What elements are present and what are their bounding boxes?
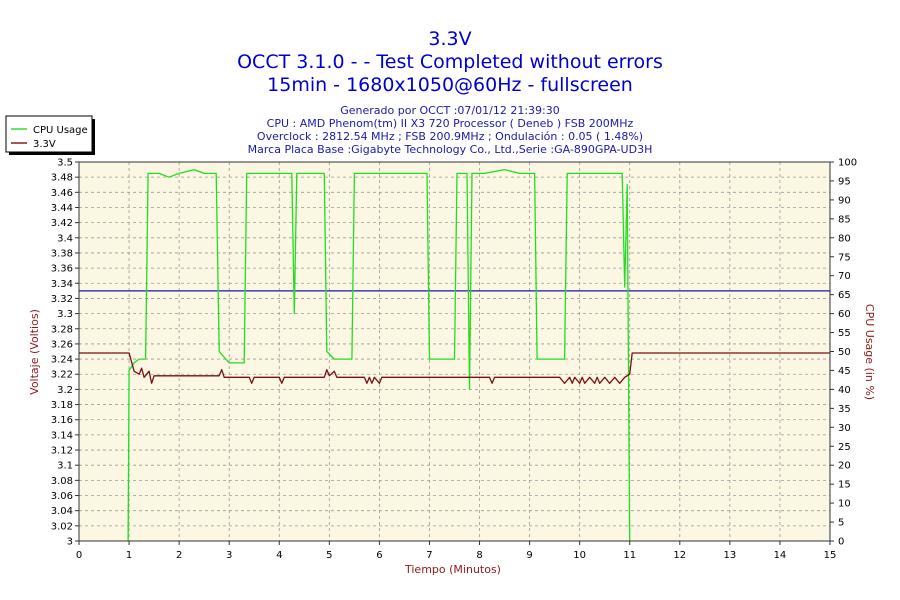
- y-tick-label: 3.44: [51, 203, 73, 214]
- series-layer: [79, 168, 830, 542]
- y2-tick-label: 20: [838, 461, 851, 472]
- y2-tick-label: 5: [838, 518, 844, 529]
- x-tick-label: 11: [623, 550, 636, 561]
- y-tick-label: 3.26: [51, 339, 73, 350]
- y2-tick-label: 15: [838, 480, 851, 491]
- x-axis-label: Tiempo (Minutos): [404, 563, 501, 576]
- x-tick-label: 4: [276, 550, 282, 561]
- chart-subtitle-2: 15min - 1680x1050@60Hz - fullscreen: [267, 74, 633, 96]
- y2-tick-label: 85: [838, 214, 851, 225]
- y2-tick-label: 90: [838, 195, 851, 206]
- y2-tick-label: 45: [838, 366, 851, 377]
- x-tick-label: 2: [176, 550, 182, 561]
- y-tick-label: 3.12: [51, 446, 73, 457]
- y2-tick-label: 10: [838, 499, 851, 510]
- y-tick-label: 3.3: [57, 309, 73, 320]
- y-tick-label: 3.4: [57, 233, 73, 244]
- y-tick-label: 3.08: [51, 476, 73, 487]
- x-tick-label: 14: [774, 550, 787, 561]
- y-tick-label: 3.36: [51, 264, 73, 275]
- info-cpu: CPU : AMD Phenom(tm) II X3 720 Processor…: [267, 117, 634, 130]
- y-tick-label: 3.14: [51, 430, 73, 441]
- y2-tick-label: 0: [838, 537, 844, 548]
- y2-tick-label: 55: [838, 328, 851, 339]
- info-overclock: Overclock : 2812.54 MHz ; FSB 200.9MHz ;…: [257, 130, 643, 143]
- y2-tick-label: 100: [838, 158, 857, 169]
- y2-tick-label: 65: [838, 290, 851, 301]
- x-tick-label: 3: [226, 550, 232, 561]
- y-tick-label: 3.2: [57, 385, 73, 396]
- y-tick-label: 3.04: [51, 506, 73, 517]
- y-tick-label: 3.28: [51, 324, 73, 335]
- legend-label-3.3v: 3.3V: [33, 139, 56, 150]
- legend-label-cpu-usage: CPU Usage: [33, 125, 88, 136]
- y-tick-label: 3.24: [51, 355, 73, 366]
- x-tick-label: 5: [326, 550, 332, 561]
- x-tick-label: 1: [126, 550, 132, 561]
- y2-tick-label: 60: [838, 309, 851, 320]
- y2-tick-label: 95: [838, 176, 851, 187]
- y-tick-label: 3.38: [51, 248, 73, 259]
- y2-tick-label: 25: [838, 442, 851, 453]
- y-tick-label: 3.42: [51, 218, 73, 229]
- y2-tick-label: 80: [838, 233, 851, 244]
- x-tick-label: 15: [824, 550, 837, 561]
- y-tick-label: 3.1: [57, 461, 73, 472]
- y2-tick-label: 50: [838, 347, 851, 358]
- x-tick-label: 10: [573, 550, 586, 561]
- y-tick-label: 3.18: [51, 400, 73, 411]
- y-tick-label: 3.16: [51, 415, 73, 426]
- x-tick-label: 6: [376, 550, 382, 561]
- chart-subtitle-1: OCCT 3.1.0 - - Test Completed without er…: [237, 51, 663, 73]
- y-tick-label: 3.32: [51, 294, 73, 305]
- y-tick-label: 3.46: [51, 188, 73, 199]
- legend-box: [5, 115, 93, 153]
- axis-ticks: 0 1 2 3 4 5 6 7 8 9 10 11 12 13 14 1533.023.043.063.083…: [51, 158, 857, 562]
- y2-tick-label: 70: [838, 271, 851, 282]
- y2-tick-label: 40: [838, 385, 851, 396]
- y-tick-label: 3: [67, 537, 73, 548]
- y2-tick-label: 75: [838, 252, 851, 263]
- y-tick-label: 3.48: [51, 173, 73, 184]
- x-tick-label: 7: [426, 550, 432, 561]
- grid: [79, 162, 830, 541]
- y-tick-label: 3.02: [51, 521, 73, 532]
- y2-tick-label: 35: [838, 404, 851, 415]
- x-tick-label: 12: [673, 550, 686, 561]
- x-tick-label: 0: [76, 550, 82, 561]
- chart-title: 3.3V: [428, 28, 471, 50]
- legend: CPU Usage 3.3V: [5, 115, 95, 155]
- info-motherboard: Marca Placa Base :Gigabyte Technology Co…: [248, 143, 653, 156]
- info-generated: Generado por OCCT :07/01/12 21:39:30: [340, 104, 559, 117]
- y2-tick-label: 30: [838, 423, 851, 434]
- y-tick-label: 3.06: [51, 491, 73, 502]
- y-tick-label: 3.22: [51, 370, 73, 381]
- x-tick-label: 13: [723, 550, 736, 561]
- x-tick-label: 9: [526, 550, 532, 561]
- series-line-3.3v: [79, 352, 830, 384]
- y-tick-label: 3.34: [51, 279, 73, 290]
- series-line-cpu-usage: [127, 168, 631, 542]
- x-tick-label: 8: [476, 550, 482, 561]
- y-axis-label: Voltaje (Voltios): [28, 309, 41, 395]
- y2-axis-label: CPU Usage (in %): [863, 304, 876, 400]
- y-tick-label: 3.5: [57, 158, 73, 169]
